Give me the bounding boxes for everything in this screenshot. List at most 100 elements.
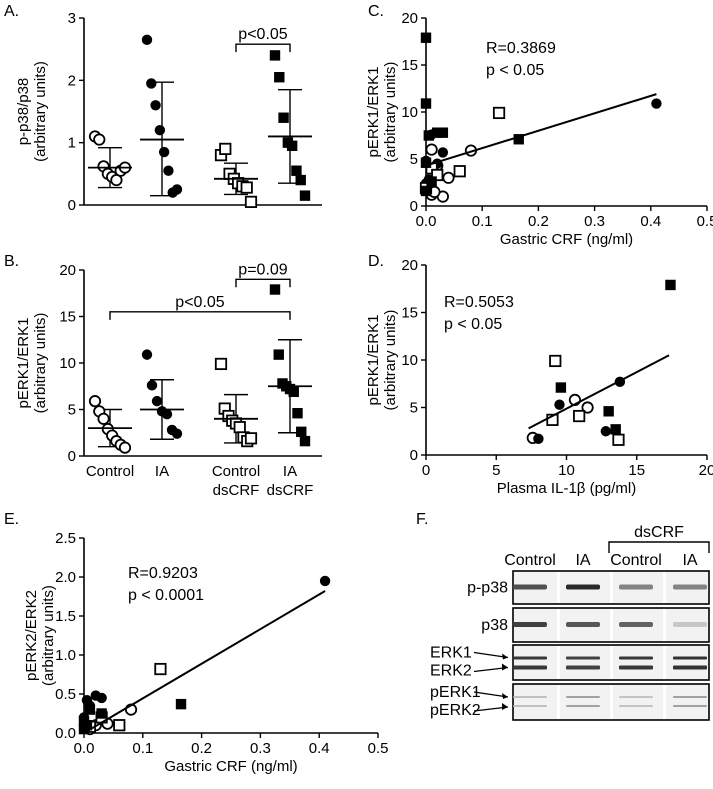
- data-point-ia-dscrf: [665, 279, 676, 291]
- y-tick-label: 1.5: [55, 608, 76, 625]
- y-tick-label: 0: [410, 447, 418, 464]
- data-point-control-dscrf: [154, 662, 167, 676]
- x-axis-label: Gastric CRF (ng/ml): [164, 758, 297, 775]
- group-ia-dscrf-point: [274, 72, 285, 83]
- data-point-ia-dscrf: [437, 127, 449, 138]
- y-tick-label: 5: [410, 400, 418, 417]
- band: [513, 584, 547, 590]
- y-axis-label-units: (arbitrary units): [32, 313, 49, 414]
- regression-line: [528, 354, 670, 430]
- band: [566, 696, 600, 698]
- y-tick-label: 2: [68, 72, 76, 89]
- lane-separator: [557, 685, 560, 719]
- x-tick-label: 0.1: [472, 213, 493, 230]
- band: [566, 622, 600, 627]
- y-tick-label: 2.5: [55, 530, 76, 547]
- x-axis-label: Gastric CRF (ng/ml): [500, 231, 633, 248]
- lane-separator: [557, 609, 560, 641]
- dscrf-label: dsCRF: [634, 524, 684, 541]
- group-ia-point: [158, 146, 170, 158]
- data-point-control-dscrf: [546, 413, 559, 426]
- lane-separator: [610, 572, 613, 603]
- correlation-r: R=0.5053: [444, 294, 514, 311]
- group-control-point: [97, 412, 110, 425]
- group-ia-point: [146, 380, 158, 391]
- panel-label-blot: F.: [416, 511, 428, 528]
- significance-bracket: [235, 278, 291, 288]
- group-ia-point: [141, 349, 153, 360]
- y-tick-label: 2.0: [55, 569, 76, 586]
- data-point-ia-dscrf: [420, 157, 432, 168]
- band: [513, 656, 547, 660]
- group-ia-dscrf-point: [273, 349, 284, 360]
- y-tick-label: 0.5: [55, 686, 76, 703]
- data-point-ia-dscrf: [175, 698, 187, 710]
- data-point-control-dscrf: [453, 165, 466, 178]
- y-tick-label: 15: [59, 309, 76, 326]
- lane-separator: [663, 685, 666, 719]
- y-tick-label: 0: [68, 197, 76, 214]
- data-point-ia-dscrf: [420, 32, 432, 43]
- band: [619, 656, 653, 660]
- y-tick-label: 5: [410, 151, 418, 168]
- y-tick-label: 0: [410, 198, 418, 215]
- group-ia-point: [154, 125, 166, 136]
- y-axis-label: pERK1/ERK1: [15, 318, 32, 409]
- group-ia-dscrf-point: [269, 284, 281, 295]
- band: [673, 656, 707, 660]
- x-tick-label: 0.4: [640, 213, 661, 230]
- data-point-control-dscrf: [113, 719, 126, 732]
- lane-separator: [610, 609, 613, 641]
- band-arrow: [473, 691, 509, 698]
- y-tick-label: 20: [401, 257, 418, 274]
- x-tick-label: 0.4: [309, 740, 330, 757]
- group-ia-point: [141, 34, 153, 46]
- group-ia-dscrf-point: [299, 435, 311, 447]
- significance-label: p<0.05: [238, 26, 287, 43]
- correlation-r: R=0.9203: [128, 565, 198, 582]
- group-ia-dscrf-point: [295, 174, 306, 186]
- band-arrowhead: [502, 703, 508, 710]
- x-tick-label: 0: [422, 462, 430, 479]
- regression-line: [83, 590, 326, 734]
- data-point-ia-dscrf: [423, 130, 435, 141]
- y-axis-label-units: (arbitrary units): [382, 310, 399, 411]
- data-point-control-dscrf: [492, 106, 506, 120]
- lane-separator: [610, 646, 613, 679]
- band: [673, 622, 707, 627]
- x-tick-label: 0.5: [368, 740, 389, 757]
- lane-separator: [557, 572, 560, 603]
- y-tick-label: 10: [401, 104, 418, 121]
- panel-label-3: D.: [368, 253, 384, 270]
- y-tick-label: 20: [59, 262, 76, 279]
- x-tick-label: Control: [86, 463, 134, 480]
- band: [619, 584, 653, 590]
- data-point-ia: [600, 426, 612, 437]
- data-point-control-dscrf: [431, 168, 444, 182]
- x-axis-label: Plasma IL-1β (pg/ml): [497, 480, 637, 497]
- data-point-ia-dscrf: [432, 127, 443, 138]
- blot-row-label: p38: [481, 617, 508, 634]
- blot-row-label-2: pERK2: [430, 702, 481, 719]
- band-arrowhead: [502, 653, 508, 660]
- group-ia-point: [171, 428, 183, 439]
- significance-label: p=0.09: [238, 261, 287, 278]
- x-tick-label: 20: [699, 462, 713, 479]
- band: [513, 705, 547, 707]
- panel-label-4: E.: [4, 511, 19, 528]
- blot-row-label: p-p38: [467, 580, 508, 597]
- y-tick-label: 5: [68, 402, 76, 419]
- data-point-ia: [96, 692, 107, 704]
- band: [566, 705, 600, 707]
- group-control-dscrf-point: [244, 432, 258, 445]
- band: [673, 665, 707, 670]
- significance-label: p<0.05: [175, 294, 224, 311]
- x-tick-label: 0.0: [416, 213, 437, 230]
- band: [673, 705, 707, 707]
- x-tick-label: 15: [628, 462, 645, 479]
- band: [673, 584, 707, 590]
- y-axis-label-units: (arbitrary units): [382, 62, 399, 163]
- group-ia-point: [161, 408, 173, 420]
- y-tick-label: 1.0: [55, 647, 76, 664]
